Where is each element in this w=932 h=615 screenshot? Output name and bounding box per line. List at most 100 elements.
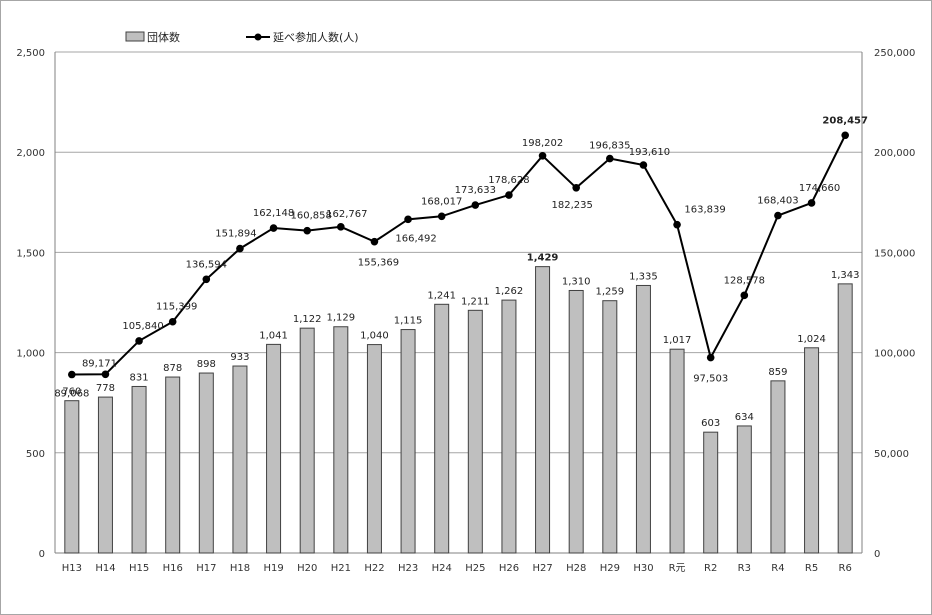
line-data-label: 178,628 [488, 175, 529, 186]
bar [635, 284, 651, 554]
category-label: H26 [499, 563, 519, 574]
line-point [168, 317, 177, 326]
bar-data-label: 603 [701, 418, 720, 429]
category-label: H27 [532, 563, 552, 574]
line-point [673, 220, 681, 229]
category-label: H23 [398, 563, 418, 574]
bar-data-label: 760 [62, 387, 81, 398]
line-point [202, 275, 211, 284]
line-point [572, 184, 580, 192]
bar [568, 289, 584, 554]
line-data-label: 166,492 [395, 233, 436, 244]
line-point [303, 226, 311, 235]
bar-data-label: 878 [163, 363, 182, 374]
bar-data-label: 1,122 [293, 314, 322, 325]
line-data-label: 208,457 [822, 115, 868, 126]
bar [467, 309, 483, 554]
legend-line-label: 延べ参加人数(人) [273, 30, 359, 44]
line-data-label: 198,202 [522, 138, 563, 149]
bar [837, 283, 853, 554]
category-label: H21 [331, 563, 351, 574]
bar-data-label: 634 [735, 412, 754, 423]
bar-data-label: 1,241 [427, 290, 456, 301]
bar [266, 343, 282, 554]
bar [366, 344, 382, 554]
bar-data-label: 778 [96, 383, 115, 394]
left-tick-label: 1,000 [16, 349, 45, 360]
category-label: R3 [738, 563, 751, 574]
bar-data-label: 1,129 [326, 313, 355, 324]
bar-data-label: 933 [230, 352, 249, 363]
line-point [269, 224, 278, 232]
line-data-label: 89,068 [54, 389, 89, 400]
line-data-label: 168,403 [757, 196, 798, 207]
line-series [68, 131, 849, 379]
line-data-label: 105,840 [122, 321, 163, 332]
line-point [370, 237, 379, 246]
right-tick-label: 250,000 [874, 48, 915, 59]
bar-data-label: 1,343 [831, 270, 860, 281]
right-tick-label: 0 [874, 549, 880, 560]
line-point [437, 212, 446, 221]
line-point [404, 215, 412, 224]
category-label: H19 [263, 563, 283, 574]
bar-data-label: 1,115 [394, 316, 423, 327]
bar [400, 329, 416, 554]
line-point [471, 201, 480, 209]
category-label: R4 [771, 563, 784, 574]
bar-data-label: 1,017 [663, 335, 692, 346]
category-label: H30 [633, 563, 653, 574]
bar [501, 299, 517, 554]
line-point [774, 211, 782, 220]
bar-data-label: 1,211 [461, 296, 490, 307]
category-label: R5 [805, 563, 818, 574]
left-tick-label: 2,500 [16, 48, 45, 59]
category-label: R6 [839, 563, 852, 574]
bar [64, 400, 80, 554]
line-point [639, 161, 648, 169]
line-data-label: 151,894 [215, 229, 256, 240]
line-data-label: 115,399 [156, 302, 197, 313]
bar-data-labels: 760 778 831 878 898 933 1,041 1,122 1,129 1,040 1,… [62, 253, 859, 430]
category-label: H29 [600, 563, 620, 574]
category-label: H13 [62, 563, 82, 574]
category-label: H22 [364, 563, 384, 574]
line-data-labels: 89,068 89,171 105,840 115,399 136,594 151,894… [54, 115, 868, 399]
bar [669, 348, 685, 554]
bar-data-label: 1,259 [595, 287, 624, 298]
line-point [101, 370, 110, 379]
bar [165, 376, 181, 554]
line-point [706, 353, 715, 362]
bar-data-label: 831 [130, 372, 149, 383]
bar [299, 327, 315, 554]
bar-data-label: 1,041 [259, 330, 288, 341]
line-point [135, 337, 143, 345]
bar-data-label: 898 [197, 359, 216, 370]
category-label: H18 [230, 563, 250, 574]
bar [131, 385, 147, 554]
left-axis-ticks: 0 500 1,000 1,500 2,000 2,500 [16, 48, 45, 560]
bar-data-label: 1,429 [527, 253, 559, 264]
line-data-label: 160,858 [291, 211, 332, 222]
bar-data-label: 1,310 [562, 276, 591, 287]
bar [602, 300, 618, 554]
line-data-label: 163,839 [684, 205, 725, 216]
left-tick-label: 2,000 [16, 148, 45, 159]
bar [703, 431, 719, 554]
line-point [740, 291, 749, 300]
line-data-label: 162,767 [326, 209, 367, 220]
bar [333, 326, 349, 554]
line-point [337, 223, 345, 231]
bar [97, 396, 113, 554]
bar-data-label: 1,040 [360, 331, 389, 342]
bar-data-label: 1,335 [629, 271, 658, 282]
bar [535, 266, 551, 554]
category-tick-labels: H13 H14 H15 H16 H17 H18 H19 H20 H21 H22 H23 H24 H25 H… [62, 563, 852, 574]
line-point [807, 199, 816, 207]
category-label: H20 [297, 563, 317, 574]
right-tick-label: 100,000 [874, 349, 915, 360]
bar-data-label: 1,024 [797, 334, 826, 345]
bar-data-label: 859 [768, 367, 787, 378]
left-tick-label: 1,500 [16, 248, 45, 259]
